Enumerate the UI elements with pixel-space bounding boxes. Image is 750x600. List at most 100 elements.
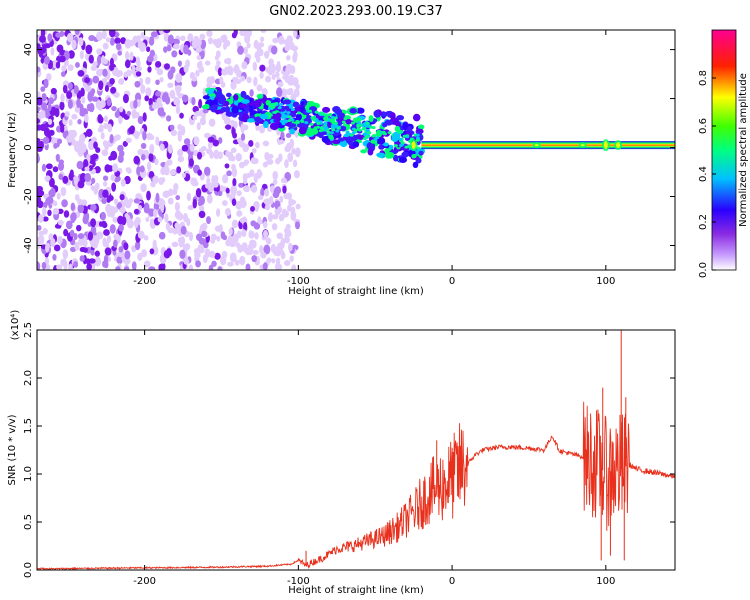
tone-burst: [580, 144, 585, 147]
noise-blob: [145, 76, 151, 85]
noise-blob: [183, 44, 189, 55]
band-blob: [282, 99, 292, 105]
noise-blob: [67, 99, 73, 109]
noise-blob: [65, 220, 73, 230]
noise-blob: [198, 66, 205, 73]
band-blob: [418, 124, 425, 130]
band-blob: [233, 99, 239, 106]
noise-blob: [164, 213, 169, 223]
noise-blob: [67, 64, 74, 72]
band-highlight: [310, 116, 315, 120]
band-blob: [349, 108, 357, 114]
noise-blob: [175, 105, 181, 115]
noise-blob: [195, 188, 202, 198]
noise-blob: [227, 151, 234, 162]
noise-blob: [263, 244, 271, 255]
noise-blob: [46, 196, 54, 205]
band-blob: [204, 104, 210, 109]
noise-blob: [230, 80, 237, 90]
snr-panel: -200 -100 0 100 0.0 0.5 1.0 1.5 2.0 2.5 Height o…: [7, 310, 676, 596]
band-highlight: [341, 120, 346, 124]
noise-blob: [203, 166, 211, 176]
noise-blob: [252, 249, 259, 255]
noise-blob: [180, 35, 186, 42]
noise-blob: [155, 136, 160, 146]
noise-blob: [231, 163, 236, 171]
band-highlight: [365, 129, 370, 133]
noise-blob: [108, 155, 114, 161]
band-highlight: [361, 123, 366, 127]
band-highlight: [269, 103, 274, 107]
noise-blob: [90, 65, 98, 71]
noise-blob: [179, 112, 184, 119]
noise-blob: [248, 230, 255, 239]
band-blob: [386, 151, 395, 159]
noise-blob: [60, 71, 66, 77]
noise-blob: [217, 67, 223, 77]
noise-blob: [197, 200, 203, 207]
band-highlight: [369, 125, 374, 129]
noise-blob: [52, 166, 59, 173]
noise-blob: [150, 181, 156, 188]
noise-blob: [121, 216, 127, 226]
noise-blob: [183, 64, 189, 73]
band-highlight: [343, 117, 348, 121]
noise-blob: [96, 231, 104, 240]
noise-blob: [176, 87, 181, 97]
band-blob: [367, 148, 374, 156]
snr-y-ticks: 0.0 0.5 1.0 1.5 2.0 2.5: [23, 322, 675, 578]
noise-blob: [168, 188, 174, 197]
noise-blob: [58, 173, 64, 180]
band-highlight: [268, 113, 273, 117]
noise-blob: [231, 219, 239, 229]
noise-blob: [70, 202, 76, 211]
noise-blob: [74, 194, 80, 202]
noise-blob: [240, 75, 246, 82]
noise-blob: [90, 218, 97, 228]
band-highlight: [295, 120, 300, 124]
noise-blob: [82, 215, 89, 225]
noise-blob: [196, 122, 201, 131]
tone-burst: [534, 144, 539, 147]
noise-blob: [140, 142, 147, 150]
noise-blob: [141, 249, 148, 258]
noise-blob: [64, 111, 70, 117]
noise-blob: [101, 30, 107, 40]
noise-blob: [278, 35, 285, 45]
band-blob: [247, 118, 256, 123]
noise-blob: [37, 66, 41, 73]
band-blob: [332, 139, 341, 145]
noise-blob: [124, 59, 131, 69]
noise-blob: [224, 124, 232, 130]
noise-blob: [219, 76, 224, 85]
noise-blob: [102, 58, 109, 65]
noise-blob: [46, 73, 52, 81]
noise-blob: [158, 263, 164, 270]
noise-blob: [288, 242, 293, 252]
band-highlight: [318, 129, 323, 133]
noise-blob: [207, 141, 213, 149]
noise-blob: [90, 88, 96, 95]
noise-blob: [256, 84, 263, 92]
noise-blob: [47, 103, 52, 112]
noise-blob: [105, 37, 111, 43]
band-blob: [412, 161, 419, 169]
noise-blob: [55, 153, 60, 162]
band-blob: [323, 115, 329, 122]
noise-blob: [267, 212, 274, 222]
noise-blob: [133, 99, 138, 109]
noise-blob: [144, 95, 150, 102]
spectrogram-x-ticks: -200 -100 0 100: [133, 30, 615, 287]
noise-blob: [50, 237, 56, 248]
band-blob: [376, 152, 386, 158]
x-tick-label: -100: [287, 576, 310, 587]
colorbar-label: Normalized spectral amplitude: [738, 73, 749, 227]
band-blob: [306, 100, 316, 107]
noise-blob: [48, 129, 55, 136]
noise-blob: [174, 201, 180, 212]
noise-blob: [74, 241, 80, 251]
noise-blob: [109, 209, 116, 218]
noise-blob: [181, 94, 189, 103]
noise-blob: [206, 83, 213, 89]
noise-blob: [60, 93, 65, 103]
